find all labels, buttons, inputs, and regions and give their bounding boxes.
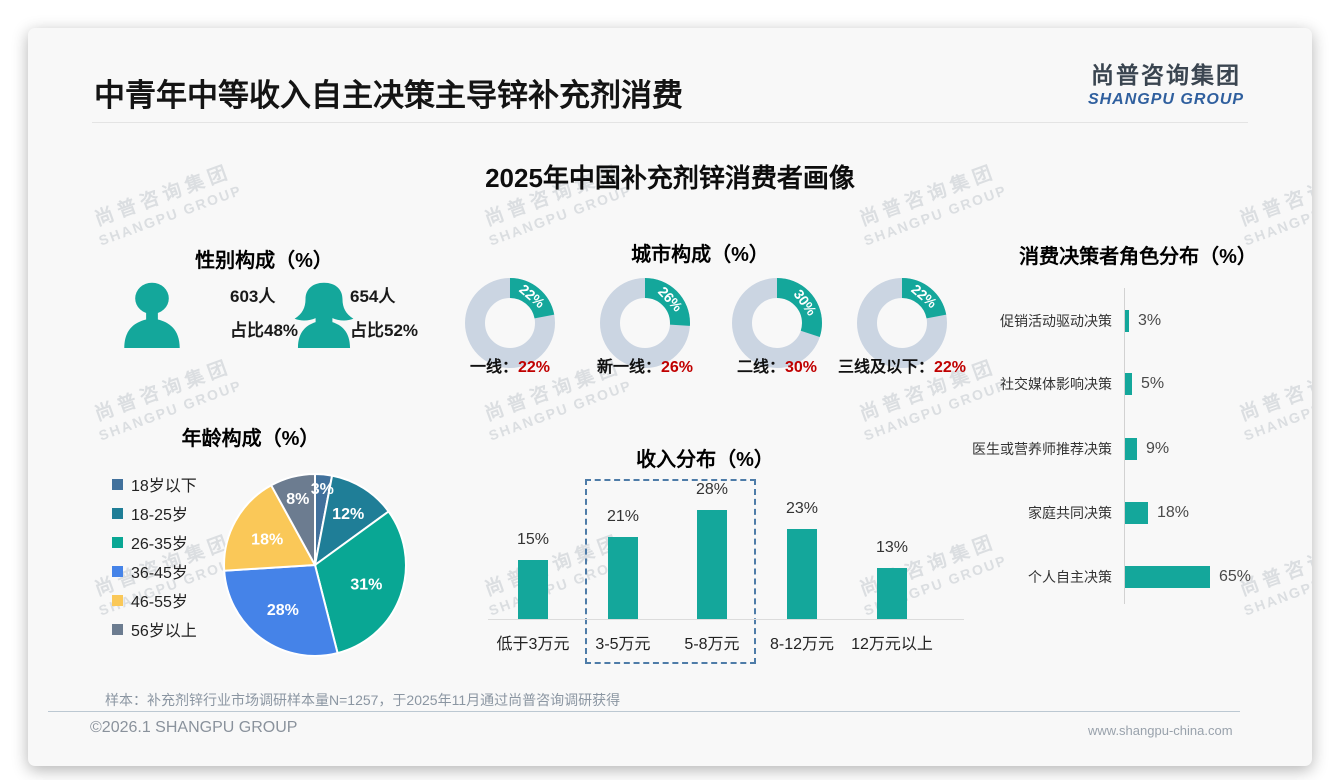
pie-label-5: 8% [286,491,309,508]
footer-divider [48,711,1240,712]
pie-label-2: 31% [350,577,382,594]
legend-item: 18-25岁 [112,505,197,524]
age-pie-chart: 3% 12% 31% 28% 18% 8% [223,472,407,657]
female-icon [294,282,354,348]
legend-swatch [112,536,123,548]
female-share: 占比52% [350,321,419,340]
legend-item: 56岁以上 [112,621,197,640]
legend-label: 26-35岁 [131,536,188,553]
legend-label: 46-55岁 [131,594,188,611]
legend-swatch [112,507,123,519]
legend-swatch [112,565,123,577]
legend-item: 46-55岁 [112,592,197,611]
age-section-title: 年龄构成（%） [181,428,320,450]
pie-label-4: 18% [251,532,283,549]
website-url: www.shangpu-china.com [1088,723,1233,738]
decision-section-title: 消费决策者角色分布（%） [1019,246,1257,268]
age-legend: 18岁以下 18-25岁 26-35岁 36-45岁 46-55岁 56岁以上 [112,476,197,650]
legend-swatch [112,594,123,606]
pie-label-1: 12% [332,506,364,523]
male-share: 占比48% [230,321,299,340]
page-title: 中青年中等收入自主决策主导锌补充剂消费 [94,78,683,113]
legend-label: 18岁以下 [131,478,197,495]
brand-logo-en: SHANGPU GROUP [1087,91,1245,108]
chart-main-title: 2025年中国补充剂锌消费者画像 [485,163,855,193]
copyright-text: ©2026.1 SHANGPU GROUP [90,719,298,736]
legend-swatch [112,623,123,635]
decision-axis-line [1124,288,1125,604]
income-axis-line [488,619,964,620]
header-divider [92,122,1248,123]
male-count: 603人 [230,287,276,306]
legend-item: 26-35岁 [112,534,197,553]
pie-slice-3 [223,563,339,657]
pie-slice-4 [223,483,317,572]
pie-label-0: 3% [311,481,334,498]
pie-label-3: 28% [267,602,299,619]
pie-slice-2 [313,510,407,655]
legend-label: 36-45岁 [131,565,188,582]
male-icon [124,282,180,348]
pie-slice-5 [269,472,316,566]
city-section-title: 城市构成（%） [631,244,769,266]
age-pie: 3% 12% 31% 28% 18% 8% [218,468,412,662]
income-highlight-box [585,479,756,664]
brand-logo-cn: 尚普咨询集团 [1091,62,1241,88]
legend-label: 18-25岁 [131,507,188,524]
legend-item: 36-45岁 [112,563,197,582]
brand-logo: 尚普咨询集团 SHANGPU GROUP [1082,56,1250,109]
gender-section-title: 性别构成（%） [195,250,333,272]
pie-slice-1 [313,474,390,568]
female-count: 654人 [350,287,396,306]
slide-card [28,28,1312,766]
sample-note: 样本：补充剂锌行业市场调研样本量N=1257，于2025年11月通过尚普咨询调研… [105,692,621,708]
legend-swatch [112,478,123,490]
legend-item: 18岁以下 [112,476,197,495]
legend-label: 56岁以上 [131,623,197,640]
income-section-title: 收入分布（%） [636,449,774,471]
